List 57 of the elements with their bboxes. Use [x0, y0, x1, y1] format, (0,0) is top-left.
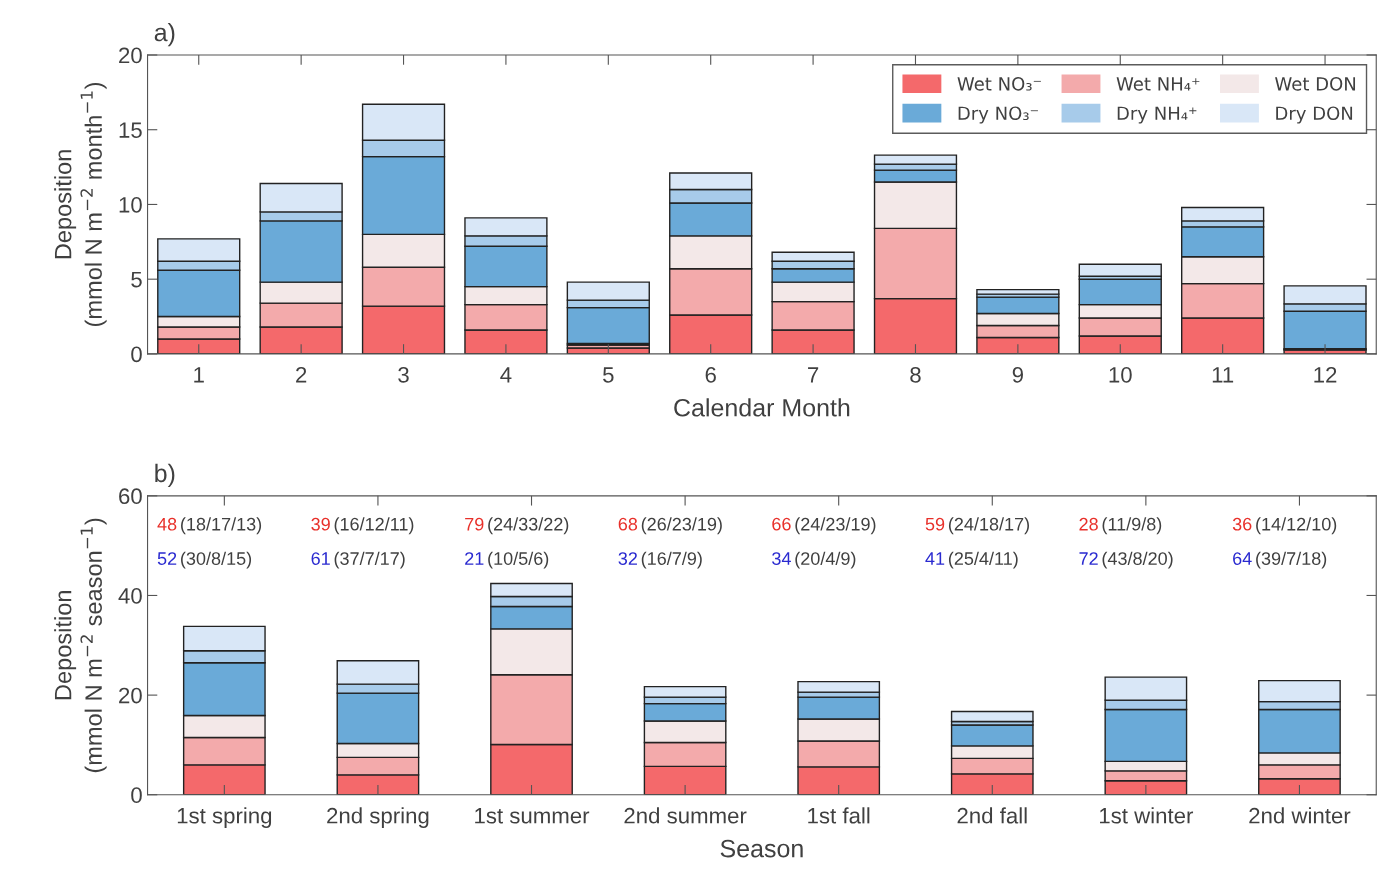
x-tick-label: 8	[910, 367, 921, 383]
x-tick-label: 2	[296, 367, 307, 383]
annotation: 48 (18/17/13)	[157, 517, 262, 535]
annotation: 52 (30/8/15)	[157, 551, 252, 569]
x-tick-label: 6	[705, 367, 716, 383]
annotation: 32 (16/7/9)	[618, 551, 702, 569]
chart-title: b)	[155, 463, 175, 488]
x-tick-label: 2nd spring	[327, 807, 429, 828]
x-tick-label: 1st winter	[1100, 807, 1194, 824]
annotation: 61 (37/7/17)	[311, 551, 405, 569]
annotation: 66 (24/23/19)	[772, 517, 876, 535]
x-tick-label: 1st summer	[475, 808, 590, 824]
x-tick-label: 5	[603, 367, 614, 383]
x-tick-label: 1st fall	[808, 807, 870, 824]
y-tick-label: 40	[118, 588, 142, 604]
x-tick-label: 3	[398, 367, 409, 383]
y-tick-label: 0	[131, 346, 142, 363]
legend-label: Wet NH₄⁺	[1116, 77, 1200, 91]
y-tick-label: 20	[119, 47, 142, 64]
y-tick-label: 15	[119, 122, 142, 138]
x-tick-label: 9	[1012, 367, 1023, 383]
y-tick-label: 5	[131, 271, 142, 288]
annotation: 72 (43/8/20)	[1079, 551, 1173, 569]
x-tick-label: 2nd summer	[624, 807, 747, 824]
annotation: 21 (10/5/6)	[465, 551, 549, 569]
annotation: 68 (26/23/19)	[618, 517, 722, 535]
annotation: 39 (16/12/11)	[311, 517, 414, 535]
annotation: 36 (14/12/10)	[1232, 517, 1337, 535]
x-tick-label: 2nd fall	[957, 807, 1027, 824]
annotation: 79 (24/33/22)	[465, 517, 569, 535]
x-tick-label: 11	[1212, 367, 1234, 383]
y-tick-label: 10	[119, 196, 142, 213]
annotation: 28 (11/9/8)	[1079, 517, 1162, 535]
y-axis-title: Deposition (mmol N m$^{−2}$ month$^{−1}$)	[54, 83, 107, 326]
x-tick-label: 1st spring	[177, 807, 272, 828]
legend-label: Dry DON	[1276, 106, 1353, 124]
x-axis-title: Calendar Month	[674, 398, 850, 417]
x-axis-title: Season	[720, 839, 803, 858]
annotation: 59 (24/18/17)	[925, 517, 1030, 535]
legend-label: Wet NO₃⁻	[957, 76, 1041, 91]
legend-label: Wet DON	[1275, 76, 1356, 91]
y-tick-label: 0	[131, 787, 142, 804]
chart-title: a)	[154, 22, 175, 47]
annotation: 64 (39/7/18)	[1233, 551, 1327, 569]
annotation: 41 (25/4/11)	[925, 551, 1018, 569]
x-tick-label: 1	[194, 367, 204, 383]
legend-label: Dry NH₄⁺	[1117, 106, 1197, 124]
x-tick-label: 12	[1314, 367, 1337, 383]
y-tick-label: 60	[119, 488, 142, 505]
x-tick-label: 2nd winter	[1249, 807, 1351, 824]
x-tick-label: 7	[808, 367, 819, 383]
x-tick-label: 10	[1109, 367, 1132, 383]
x-tick-label: 4	[500, 367, 512, 383]
y-tick-label: 20	[119, 687, 142, 704]
legend-label: Dry NO₃⁻	[958, 106, 1038, 124]
annotation: 34 (20/4/9)	[772, 551, 856, 569]
y-axis-title: Deposition (mmol N m$^{−2}$ season$^{−1}$)	[54, 518, 107, 773]
